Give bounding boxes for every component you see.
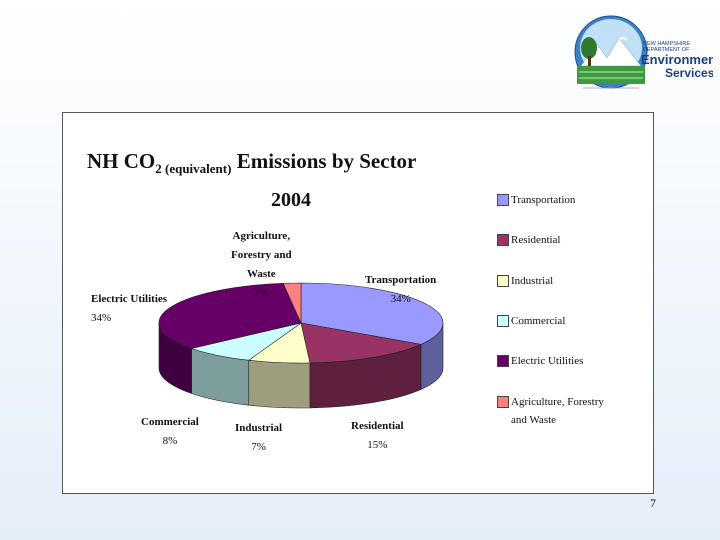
data-label-percent: 8% (162, 435, 178, 447)
data-label-industrial: Industrial 7% (235, 419, 282, 457)
logo-line-2: DEPARTMENT OF (643, 47, 690, 53)
pie-slice-agriculture-forestry-and-waste (282, 282, 302, 324)
legend-label: Agriculture, Forestry (511, 396, 604, 408)
pie-side-industrial (248, 359, 311, 409)
chart-title-main: NH CO (87, 149, 156, 173)
pie-slice-electric-utilities (158, 283, 302, 349)
chart-title: NH CO2 (equivalent) Emissions by Sector (87, 149, 416, 177)
pie-side-walls (158, 322, 444, 409)
legend-swatch (497, 315, 509, 327)
data-label-name: Residential (351, 420, 404, 432)
chart-year: 2004 (271, 189, 311, 211)
logo-line-1: NEW HAMPSHIRE (643, 41, 690, 47)
data-label-electric-utilities: Electric Utilities 34% (91, 290, 167, 328)
data-label-name: Electric Utilities (91, 293, 168, 305)
legend-swatch (497, 234, 509, 246)
legend-swatch (497, 194, 509, 206)
nhdes-logo: NEW HAMPSHIRE DEPARTMENT OF Environmenta… (574, 15, 713, 89)
pie-top-faces (158, 282, 444, 364)
data-label-name-line-1: Agriculture, (232, 230, 291, 242)
logo-line-3: Environmental (641, 52, 713, 67)
legend-swatch (497, 355, 509, 367)
legend-label-line-2: and Waste (511, 414, 557, 426)
legend-swatch (497, 275, 509, 287)
data-label-name-line-2: Forestry and (231, 249, 292, 261)
data-label-name: Industrial (235, 422, 283, 434)
logo-line-4: Services (665, 66, 713, 80)
data-label-transportation: Transportation 34% (365, 271, 436, 309)
pie-chart (158, 282, 444, 409)
legend-label: Residential (511, 234, 561, 246)
data-label-name: Commercial (141, 416, 199, 428)
data-label-percent: 2% (253, 287, 269, 299)
data-label-percent: 34% (91, 312, 112, 324)
data-label-commercial: Commercial 8% (141, 413, 199, 451)
legend-label: Electric Utilities (511, 355, 584, 367)
chart-title-suffix: Emissions by Sector (231, 149, 417, 173)
legend-swatch (497, 396, 509, 408)
data-label-residential: Residential 15% (351, 417, 404, 455)
data-label-agriculture: Agriculture, Forestry and Waste 2% (231, 227, 292, 303)
page-number: 7 (650, 496, 656, 510)
data-label-name-line-3: Waste (246, 268, 276, 280)
chart-frame: NH CO2 (equivalent) Emissions by Sector … (62, 112, 654, 494)
data-label-percent: 15% (367, 439, 388, 451)
chart-title-subscript: 2 (equivalent) (155, 161, 232, 176)
data-label-percent: 34% (390, 293, 411, 305)
data-label-name: Transportation (365, 274, 437, 286)
legend-label: Commercial (511, 315, 566, 327)
legend-label: Industrial (511, 275, 554, 287)
pie-slice-residential (300, 322, 422, 364)
legend-label: Transportation (511, 194, 576, 206)
data-label-percent: 7% (251, 441, 266, 453)
